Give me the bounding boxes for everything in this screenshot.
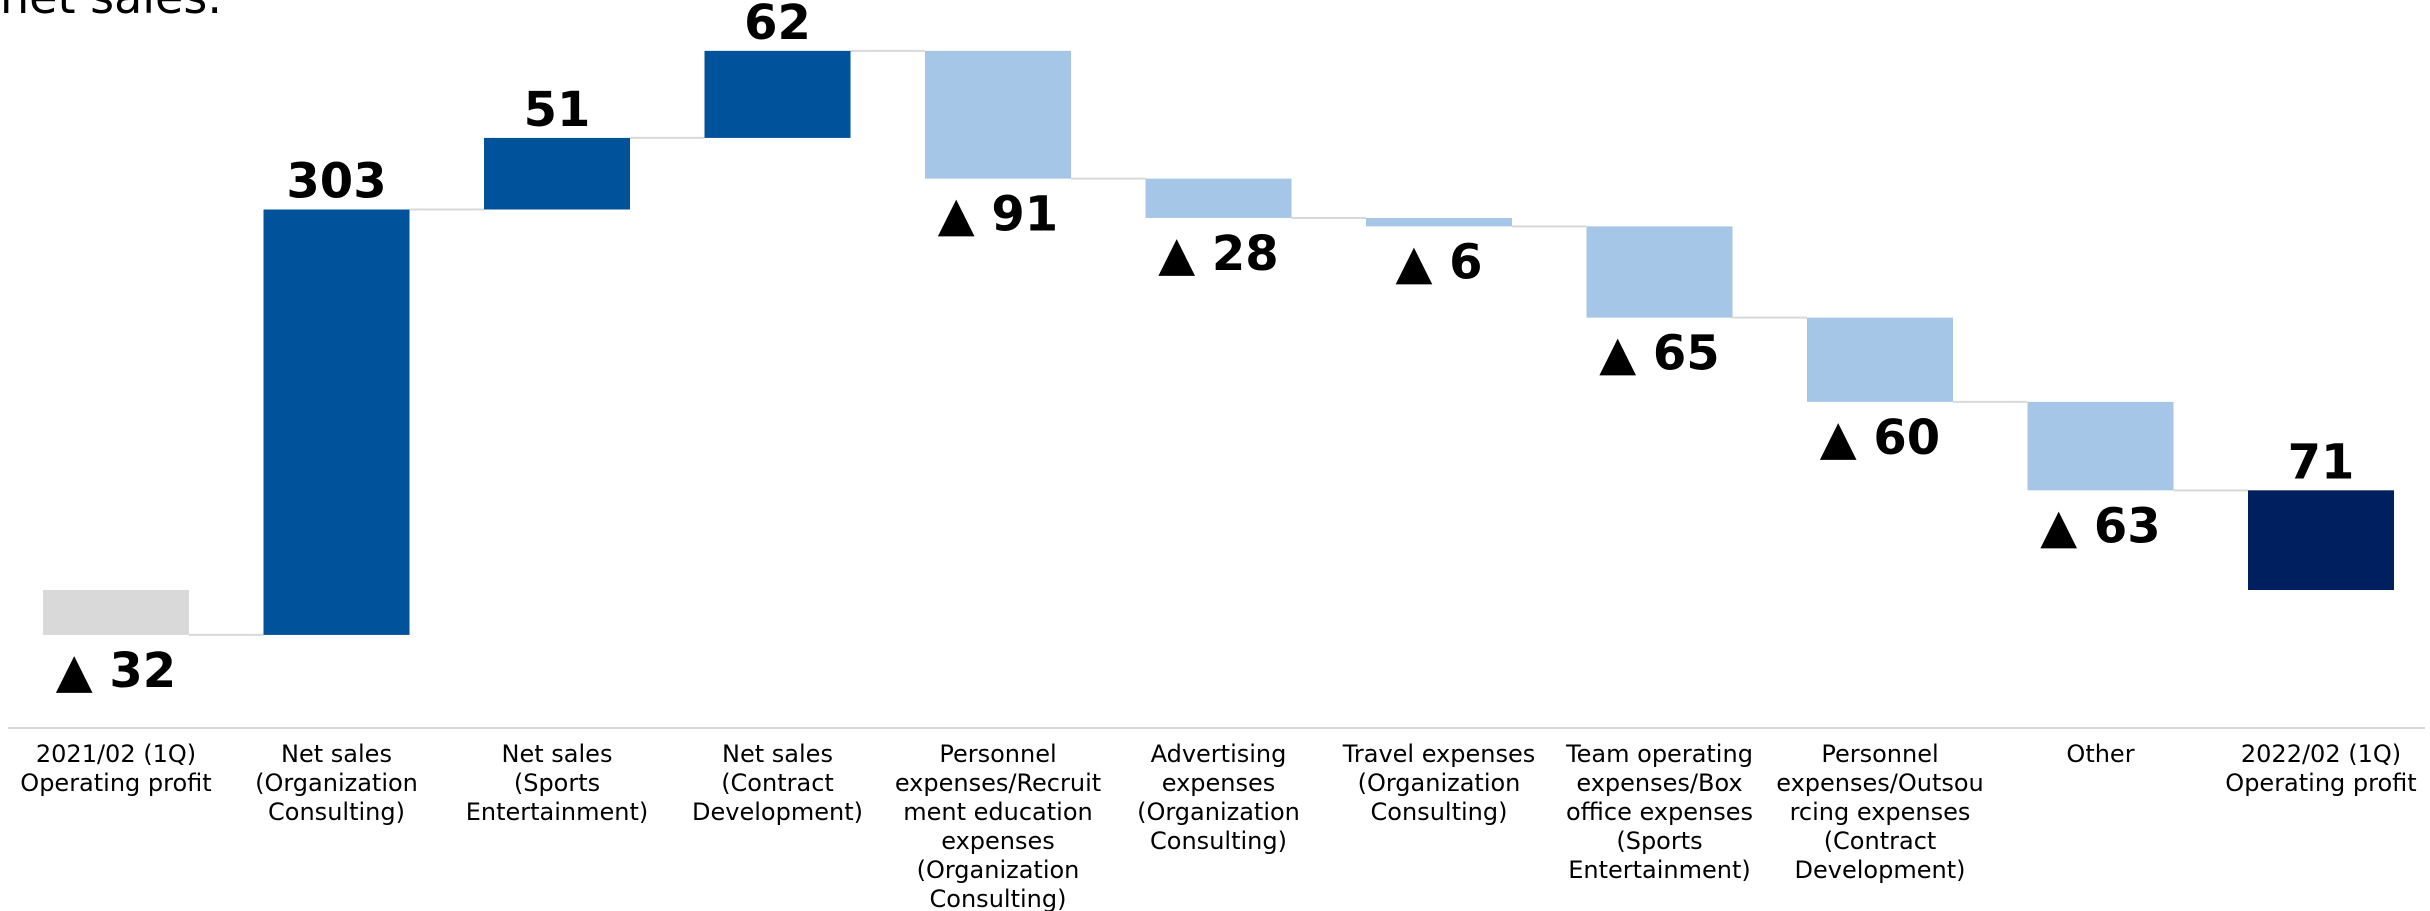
x-tick-label: Personnel expenses/Outsou rcing expenses… — [1776, 740, 1984, 884]
bar — [43, 590, 189, 635]
value-label: 71 — [2288, 434, 2355, 490]
value-label: 51 — [524, 82, 591, 138]
bar — [1586, 226, 1733, 318]
x-tick-label: Net sales (Organization Consulting) — [255, 740, 418, 826]
bar — [925, 50, 1071, 179]
x-tick-label: Net sales (Sports Entertainment) — [465, 740, 649, 826]
value-label: ▲ 32 — [56, 643, 176, 699]
bar — [1366, 217, 1512, 227]
bar — [263, 209, 410, 635]
bar — [1145, 178, 1292, 218]
x-tick-label: Personnel expenses/Recruit ment educatio… — [894, 740, 1102, 911]
x-tick-label: Travel expenses (Organization Consulting… — [1342, 740, 1536, 826]
value-label: 62 — [744, 0, 811, 51]
value-label: ▲ 28 — [1158, 226, 1278, 282]
bar — [704, 50, 851, 138]
x-tick-label: Team operating expenses/Box office expen… — [1565, 740, 1753, 884]
value-label: 303 — [286, 154, 386, 210]
bar — [484, 137, 630, 210]
value-label: ▲ 65 — [1599, 326, 1719, 382]
chart-title: net sales. — [0, 0, 222, 24]
x-tick-label: 2021/02 (1Q) Operating profit — [20, 740, 212, 797]
bar — [2027, 401, 2174, 491]
x-tick-label: Net sales (Contract Development) — [692, 740, 863, 826]
value-label: ▲ 63 — [2040, 498, 2160, 554]
value-label: ▲ 60 — [1820, 410, 1940, 466]
bar — [2248, 490, 2394, 590]
value-label: ▲ 91 — [938, 187, 1058, 243]
x-tick-label: Advertising expenses (Organization Consu… — [1137, 740, 1300, 855]
x-tick-label: Other — [2066, 740, 2135, 768]
x-tick-label: 2022/02 (1Q) Operating profit — [2225, 740, 2417, 797]
bar — [1807, 317, 1953, 402]
value-label: ▲ 6 — [1395, 234, 1482, 290]
